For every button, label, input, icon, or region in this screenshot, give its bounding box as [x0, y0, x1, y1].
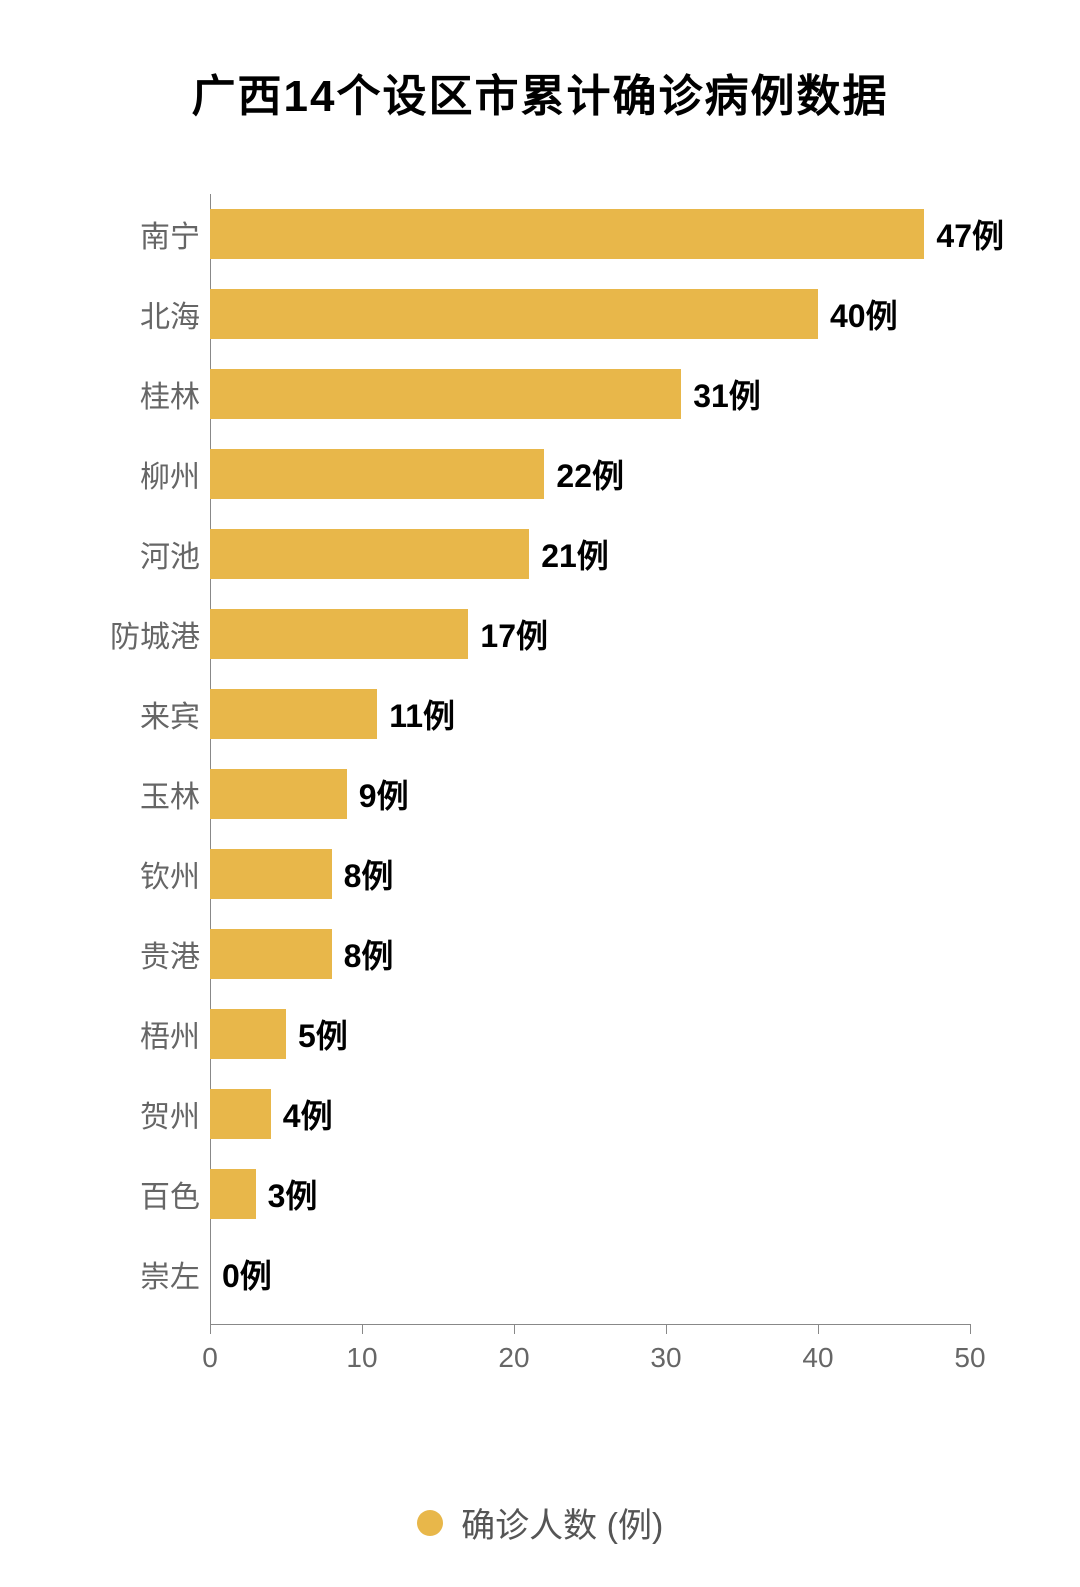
category-label: 钦州	[90, 852, 200, 896]
category-label: 崇左	[90, 1252, 200, 1296]
bar-row: 桂林 31例	[90, 369, 970, 419]
bar	[210, 929, 332, 979]
legend: 确诊人数 (例)	[0, 1498, 1080, 1547]
x-tick	[818, 1324, 819, 1334]
category-label: 贺州	[90, 1092, 200, 1136]
bar	[210, 369, 681, 419]
value-label: 9例	[359, 771, 409, 817]
chart-title: 广西14个设区市累计确诊病例数据	[70, 60, 1010, 124]
value-label: 8例	[344, 931, 394, 977]
category-label: 梧州	[90, 1012, 200, 1056]
category-label: 贵港	[90, 932, 200, 976]
x-tick-label: 30	[650, 1342, 681, 1374]
chart-area: 01020304050 南宁47例北海40例桂林31例柳州22例河池21例防城港…	[90, 194, 970, 1404]
category-label: 桂林	[90, 372, 200, 416]
x-tick-label: 50	[954, 1342, 985, 1374]
x-tick	[210, 1324, 211, 1334]
x-tick	[666, 1324, 667, 1334]
bar	[210, 1009, 286, 1059]
bar-row: 防城港 17例	[90, 609, 970, 659]
x-tick-label: 40	[802, 1342, 833, 1374]
bar-row: 百色 3例	[90, 1169, 970, 1219]
category-label: 百色	[90, 1172, 200, 1216]
x-tick	[514, 1324, 515, 1334]
legend-label: 确诊人数 (例)	[461, 1498, 663, 1547]
bar-row: 崇左 0例	[90, 1249, 970, 1299]
value-label: 0例	[222, 1251, 272, 1297]
value-label: 17例	[480, 611, 548, 657]
bar	[210, 849, 332, 899]
category-label: 河池	[90, 532, 200, 576]
value-label: 22例	[556, 451, 624, 497]
bar	[210, 209, 924, 259]
category-label: 柳州	[90, 452, 200, 496]
category-label: 北海	[90, 292, 200, 336]
x-axis-line	[210, 1324, 970, 1325]
bar	[210, 1169, 256, 1219]
bar-row: 北海 40例	[90, 289, 970, 339]
bar-row: 贵港 8例	[90, 929, 970, 979]
value-label: 21例	[541, 531, 609, 577]
x-tick-label: 0	[202, 1342, 218, 1374]
bar-row: 来宾 11例	[90, 689, 970, 739]
bar	[210, 609, 468, 659]
category-label: 南宁	[90, 212, 200, 256]
bar	[210, 289, 818, 339]
category-label: 玉林	[90, 772, 200, 816]
category-label: 来宾	[90, 692, 200, 736]
bar-row: 贺州 4例	[90, 1089, 970, 1139]
value-label: 4例	[283, 1091, 333, 1137]
x-tick	[362, 1324, 363, 1334]
bar-row: 钦州 8例	[90, 849, 970, 899]
x-tick	[970, 1324, 971, 1334]
value-label: 11例	[389, 691, 455, 737]
bar	[210, 1089, 271, 1139]
value-label: 47例	[936, 211, 1004, 257]
x-tick-label: 20	[498, 1342, 529, 1374]
bar-row: 南宁47例	[90, 209, 970, 259]
bar	[210, 689, 377, 739]
value-label: 5例	[298, 1011, 348, 1057]
bar-row: 梧州 5例	[90, 1009, 970, 1059]
value-label: 8例	[344, 851, 394, 897]
bar	[210, 449, 544, 499]
legend-marker-icon	[417, 1510, 443, 1536]
x-tick-label: 10	[346, 1342, 377, 1374]
bar	[210, 769, 347, 819]
category-label: 防城港	[90, 612, 200, 656]
plot-region	[210, 194, 970, 1324]
value-label: 40例	[830, 291, 898, 337]
value-label: 31例	[693, 371, 761, 417]
value-label: 3例	[268, 1171, 318, 1217]
bar-row: 柳州 22例	[90, 449, 970, 499]
chart-container: 广西14个设区市累计确诊病例数据 01020304050 南宁47例北海40例桂…	[0, 0, 1080, 1587]
bar-row: 河池 21例	[90, 529, 970, 579]
bar-row: 玉林 9例	[90, 769, 970, 819]
bar	[210, 529, 529, 579]
